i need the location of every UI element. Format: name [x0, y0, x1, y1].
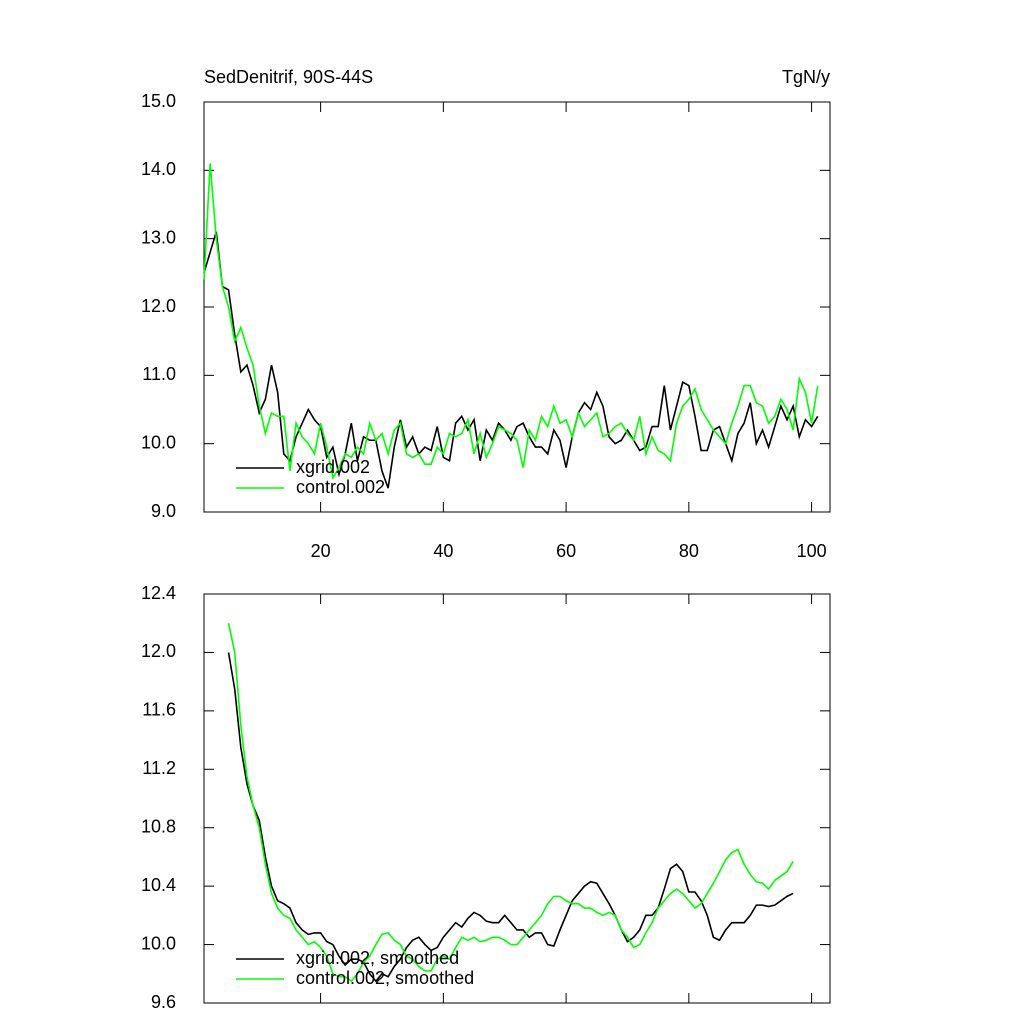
y-tick-label: 14.0: [141, 159, 176, 179]
data-line: [227, 623, 794, 983]
legend-label: xgrid.002: [296, 457, 370, 477]
y-tick-label: 12.0: [141, 296, 176, 316]
legend-label: xgrid.002, smoothed: [296, 948, 459, 968]
x-tick-label: 100: [797, 541, 827, 561]
x-tick-label: 60: [556, 541, 576, 561]
y-tick-label: 9.0: [151, 501, 176, 521]
y-tick-label: 11.0: [142, 364, 176, 384]
y-tick-label: 12.4: [141, 583, 176, 603]
x-tick-label: 40: [433, 541, 453, 561]
legend-label: control.002: [296, 477, 385, 497]
data-line: [203, 163, 819, 481]
y-tick-label: 11.2: [142, 758, 176, 778]
y-tick-label: 13.0: [141, 227, 176, 247]
data-line: [203, 231, 819, 489]
x-tick-label: 20: [311, 541, 331, 561]
y-tick-label: 10.0: [141, 933, 176, 953]
units-label: TgN/y: [782, 67, 830, 87]
y-tick-label: 12.0: [141, 641, 176, 661]
y-tick-label: 10.8: [141, 816, 176, 836]
plot-frame: [203, 101, 831, 513]
y-tick-label: 15.0: [141, 91, 176, 111]
y-tick-label: 10.4: [141, 875, 176, 895]
y-tick-label: 11.6: [142, 700, 176, 720]
legend-label: control.002, smoothed: [296, 968, 474, 988]
y-tick-label: 9.6: [151, 992, 176, 1012]
x-tick-label: 80: [679, 541, 699, 561]
plot-frame: [203, 593, 831, 1004]
y-tick-label: 10.0: [141, 432, 176, 452]
data-line: [227, 652, 794, 983]
chart-title: SedDenitrif, 90S-44S: [204, 67, 373, 87]
